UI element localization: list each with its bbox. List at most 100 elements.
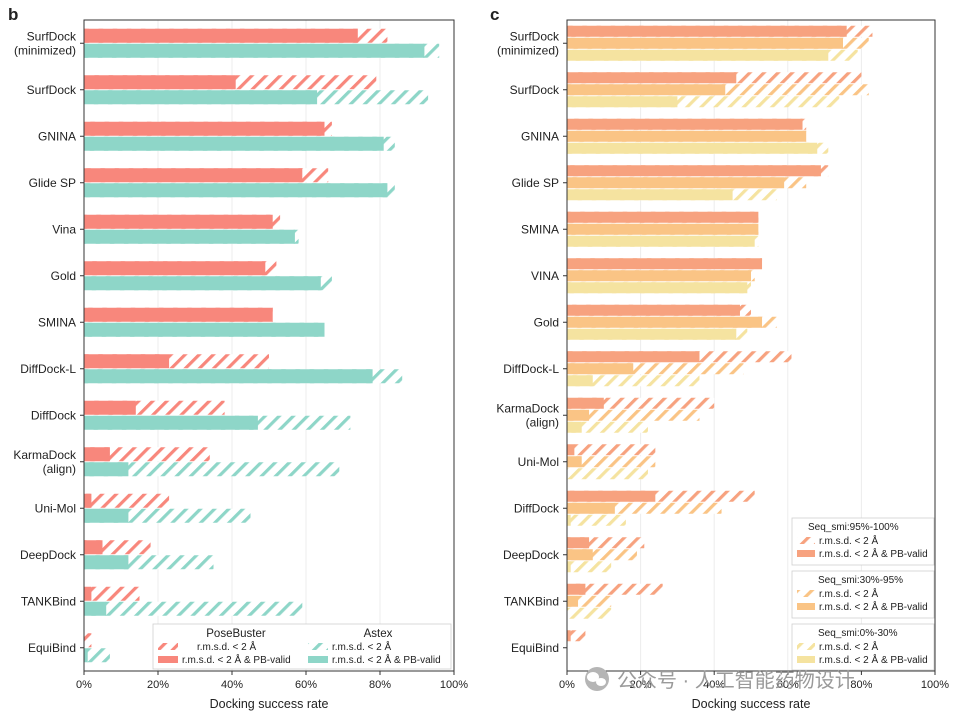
panel-b-bar-glide-sp-posebuster-pb-valid	[84, 168, 303, 183]
panel-b-x-tick-label: 80%	[369, 679, 391, 691]
panel-c-legend-box-low	[791, 623, 935, 671]
panel-c-bar-deepdock-seq-smi-0-30-rmsd	[567, 561, 612, 573]
panel-b-bar-gnina-astex-pb-valid	[84, 136, 384, 151]
panel-c-bar-uni-mol-seq-smi-95-100-pb-valid	[567, 444, 575, 456]
panel-b-bar-tankbind-astex-rmsd	[84, 601, 303, 616]
panel-b-bar-glide-sp-astex-pb-valid	[84, 183, 388, 198]
panel-b-letter: b	[8, 5, 18, 24]
panel-c-bar-smina-seq-smi-30-95-pb-valid	[567, 223, 759, 235]
panel-b-x-tick-label: 0%	[76, 679, 92, 691]
panel-c-legend-label-mid-hatch: r.m.s.d. < 2 Å	[819, 587, 879, 600]
panel-b-category-label-diffdock: DiffDock	[31, 408, 77, 422]
panel-b-bar-surfdock-posebuster-pb-valid	[84, 75, 236, 90]
panel-c-bar-karmadock-align-seq-smi-30-95-rmsd	[567, 409, 700, 421]
panel-b-category-label-deepdock: DeepDock	[20, 548, 77, 562]
panel-b-bar-deepdock-astex-pb-valid	[84, 555, 129, 570]
panel-b-bar-diffdock-l-posebuster-pb-valid	[84, 354, 170, 369]
panel-b-bar-gold-astex-pb-valid	[84, 276, 321, 291]
panel-c-legend-title-mid: Seq_smi:30%-95%	[818, 575, 903, 586]
panel-c-legend-swatch-high-hatch	[797, 537, 815, 544]
panel-c-bar-diffdock-seq-smi-95-100-pb-valid	[567, 490, 656, 502]
panel-b-category-label-gold: Gold	[51, 269, 76, 283]
panel-c-bar-surfdock-seq-smi-0-30-rmsd	[567, 96, 840, 108]
panel-c-bar-surfdock-minimized-seq-smi-0-30-pb-valid	[567, 49, 829, 61]
panel-c-legend-swatch-mid-hatch	[797, 590, 815, 597]
panel-b-legend-swatch-posebuster-hatch	[158, 643, 178, 650]
panel-c-bar-diffdock-l-seq-smi-95-100-pb-valid	[567, 351, 700, 363]
panel-b-category-labels: SurfDock (minimized) SurfDock GNINA Glide SP…	[13, 29, 84, 655]
watermark-text: 公众号 · 人工智能药物设计	[617, 669, 855, 692]
panel-c-bar-surfdock-seq-smi-0-30-pb-valid	[567, 96, 678, 108]
panel-c-bar-deepdock-seq-smi-30-95-pb-valid	[567, 549, 593, 561]
panel-c-legend-label-low-solid: r.m.s.d. < 2 Å & PB-valid	[819, 653, 928, 666]
panel-c-category-label-glide-sp: Glide SP	[512, 176, 559, 190]
panel-c-x-tick-label: 20%	[630, 679, 652, 691]
panel-b-bar-surfdock-minimized-astex-pb-valid	[84, 43, 425, 58]
panel-c-x-axis-ticks: 0% 20% 40% 60% 80% 100%	[559, 671, 949, 691]
panel-b-bar-uni-mol-posebuster-pb-valid	[84, 493, 92, 508]
panel-c-bar-uni-mol-seq-smi-0-30-rmsd	[567, 468, 648, 480]
panel-b-bar-gnina-posebuster-pb-valid	[84, 121, 325, 136]
panel-c-bar-tankbind-seq-smi-30-95-pb-valid	[567, 595, 579, 607]
panel-c-legend-swatch-low-hatch	[797, 643, 815, 650]
panel-c-category-label-gnina: GNINA	[521, 129, 559, 143]
panel-c-category-label-gold: Gold	[534, 315, 559, 329]
panel-c-legend-label-low-hatch: r.m.s.d. < 2 Å	[819, 640, 879, 653]
panel-c-bar-diffdock-seq-smi-95-100-rmsd	[567, 490, 755, 502]
panel-c-bar-diffdock-seq-smi-0-30-rmsd	[567, 514, 626, 526]
panel-b-bar-deepdock-posebuster-pb-valid	[84, 540, 103, 555]
panel-c-category-label-diffdock-l: DiffDock-L	[503, 362, 559, 376]
panel-c-bar-uni-mol-seq-smi-30-95-pb-valid	[567, 456, 582, 468]
panel-b-bar-smina-astex-pb-valid	[84, 322, 325, 337]
panel-b-frame	[83, 19, 455, 672]
panel-c-bar-karmadock-align-seq-smi-95-100-rmsd	[567, 397, 715, 409]
panel-c-category-label-uni-mol: Uni-Mol	[518, 455, 559, 469]
panel-b-bar-equibind-astex-rmsd	[84, 648, 110, 663]
panel-b-bar-vina-posebuster-pb-valid	[84, 214, 273, 229]
panel-c-bar-gold-seq-smi-95-100-pb-valid	[567, 304, 740, 316]
panel-b-bar-uni-mol-posebuster-rmsd	[84, 493, 170, 508]
panel-c-bar-smina-seq-smi-0-30-pb-valid	[567, 235, 755, 247]
panel-c-bar-vina-seq-smi-0-30-pb-valid	[567, 282, 748, 294]
panel-c-bar-equibind-seq-smi-95-100-rmsd	[567, 630, 586, 642]
panel-b-bar-surfdock-minimized-posebuster-pb-valid	[84, 28, 358, 43]
panel-b-x-tick-label: 20%	[147, 679, 169, 691]
panel-c-legend: Seq_smi:95%-100% r.m.s.d. < 2 Å r.m.s.d.…	[791, 517, 935, 671]
panel-c-bar-karmadock-align-seq-smi-0-30-pb-valid	[567, 421, 582, 433]
panel-b-category-label-surfdock: SurfDock	[27, 83, 77, 97]
panel-b-bar-equibind-posebuster-rmsd	[84, 633, 92, 648]
panel-b-legend-title-posebuster: PoseBuster	[206, 628, 266, 640]
panel-c-bar-deepdock-seq-smi-95-100-rmsd	[567, 537, 645, 549]
panel-c-bar-glide-sp-seq-smi-30-95-pb-valid	[567, 177, 785, 189]
panel-c-legend-title-low: Seq_smi:0%-30%	[818, 628, 898, 639]
panel-c-bar-tankbind-seq-smi-95-100-rmsd	[567, 583, 663, 595]
panel-b-bar-karmadock-align-posebuster-rmsd	[84, 447, 210, 462]
panel-b-category-label-equibind: EquiBind	[28, 641, 76, 655]
panel-c-bar-diffdock-l-seq-smi-30-95-rmsd	[567, 363, 744, 375]
panel-c-bar-gnina-seq-smi-95-100-pb-valid	[567, 118, 803, 130]
panel-c-bar-uni-mol-seq-smi-95-100-rmsd	[567, 444, 656, 456]
panel-c-legend-box-mid	[791, 570, 935, 619]
panel-b-bar-tankbind-posebuster-rmsd	[84, 586, 140, 601]
panel-b-bar-uni-mol-astex-pb-valid	[84, 508, 129, 523]
panel-b-category-label-vina: Vina	[52, 222, 76, 236]
panel-c-bar-diffdock-l-seq-smi-30-95-pb-valid	[567, 363, 634, 375]
panel-b-bar-karmadock-align-posebuster-pb-valid	[84, 447, 110, 462]
panel-c-bar-equibind-seq-smi-95-100-pb-valid	[567, 630, 571, 642]
panel-b-bar-surfdock-astex-pb-valid	[84, 90, 318, 105]
panel-c-x-tick-label: 0%	[559, 679, 575, 691]
panel-c-category-label-vina: VINA	[531, 269, 559, 283]
panel-b-legend-swatch-astex-hatch	[308, 643, 328, 650]
panel-b-bar-tankbind-astex-pb-valid	[84, 601, 107, 616]
panel-c-bar-glide-sp-seq-smi-0-30-pb-valid	[567, 189, 733, 201]
wechat-logo-icon	[585, 667, 609, 691]
panel-b-legend-label-astex-solid: r.m.s.d. < 2 Å & PB-valid	[332, 653, 441, 666]
watermark: 公众号 · 人工智能药物设计	[585, 667, 855, 692]
panel-b-bar-karmadock-align-astex-pb-valid	[84, 462, 129, 477]
panel-b-bar-tankbind-posebuster-pb-valid	[84, 586, 92, 601]
panel-c-bar-surfdock-seq-smi-95-100-pb-valid	[567, 72, 737, 84]
panel-b-legend: PoseBuster r.m.s.d. < 2 Å r.m.s.d. < 2 Å…	[152, 623, 452, 670]
panel-c-category-label-surfdock-minimized: SurfDock (minimized)	[497, 29, 560, 57]
panel-c-bar-diffdock-seq-smi-30-95-rmsd	[567, 502, 722, 514]
panel-c-bar-vina-seq-smi-30-95-pb-valid	[567, 270, 751, 282]
